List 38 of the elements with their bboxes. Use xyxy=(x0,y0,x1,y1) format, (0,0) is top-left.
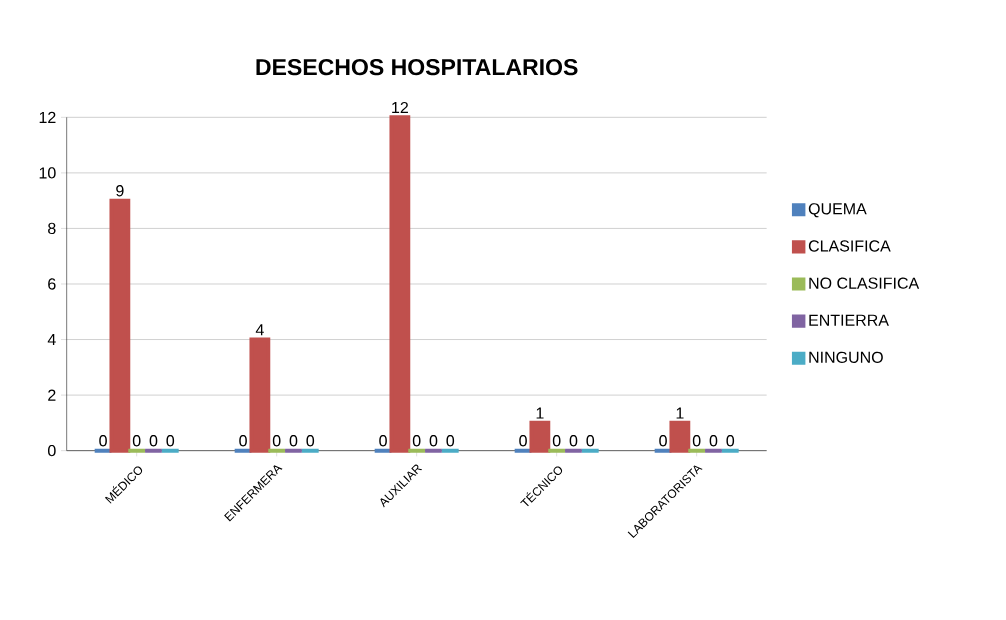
data-label: 0 xyxy=(726,435,735,447)
legend-label: NINGUNO xyxy=(809,351,883,363)
data-label: 1 xyxy=(536,407,544,419)
data-label: 0 xyxy=(519,435,527,447)
y-tick-label: 8 xyxy=(48,222,56,235)
data-label: 0 xyxy=(412,435,421,447)
legend-label: ENTIERRA xyxy=(809,314,889,326)
chart-title: DESECHOS HOSPITALARIOS xyxy=(256,58,578,76)
y-tick-label: 10 xyxy=(39,167,56,179)
legend-label: QUEMA xyxy=(808,203,867,218)
data-label: 0 xyxy=(552,435,561,447)
data-label: 0 xyxy=(149,435,158,447)
data-label: 1 xyxy=(676,407,684,419)
legend-label: CLASIFICA xyxy=(808,240,891,252)
data-label: 0 xyxy=(692,435,701,447)
data-label: 0 xyxy=(166,435,175,447)
y-tick-label: 2 xyxy=(48,389,56,401)
data-label: 9 xyxy=(116,185,124,197)
data-label: 0 xyxy=(272,435,281,447)
data-label: 4 xyxy=(255,324,264,336)
y-tick-label: 0 xyxy=(48,444,56,457)
y-tick-label: 4 xyxy=(47,334,56,346)
y-tick-label: 12 xyxy=(39,111,56,123)
data-label: 0 xyxy=(709,435,718,447)
data-label: 0 xyxy=(379,435,387,447)
data-label: 0 xyxy=(659,435,667,447)
data-label: 0 xyxy=(239,435,247,447)
data-label: 0 xyxy=(569,435,578,447)
data-label: 12 xyxy=(392,101,408,114)
data-label: 0 xyxy=(289,435,298,447)
legend-label: NO CLASIFICA xyxy=(809,277,920,289)
data-label: 0 xyxy=(429,435,438,447)
data-label: 0 xyxy=(306,435,315,447)
y-tick-label: 6 xyxy=(48,278,56,290)
data-label: 0 xyxy=(586,435,595,447)
data-label: 0 xyxy=(132,435,141,447)
data-label: 0 xyxy=(99,435,107,447)
data-label: 0 xyxy=(446,435,455,447)
